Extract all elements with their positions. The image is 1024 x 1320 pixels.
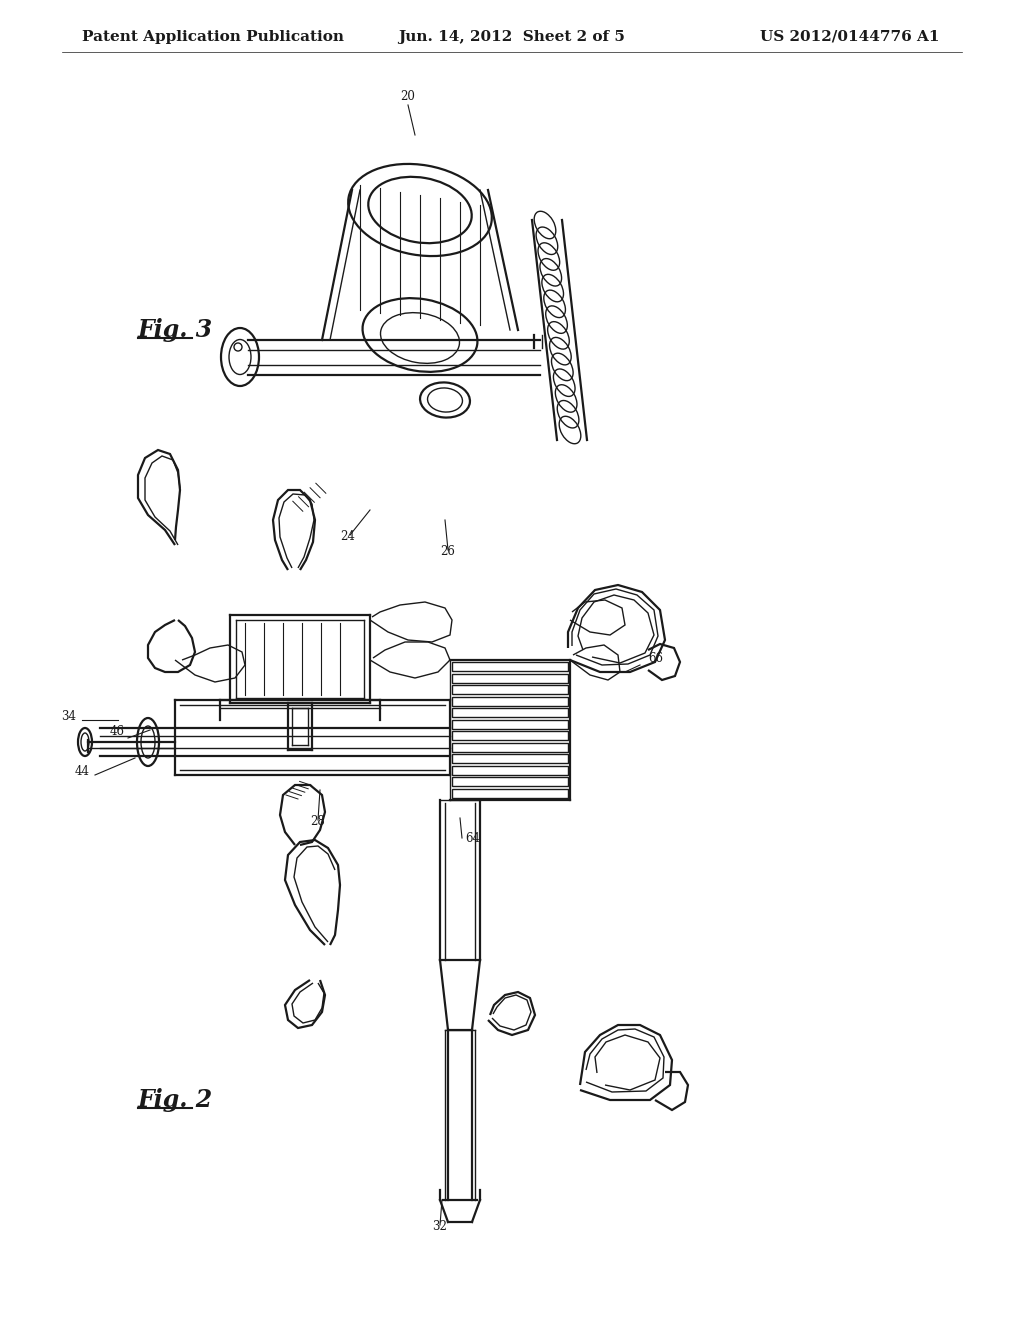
Text: 66: 66: [648, 652, 663, 665]
Text: Jun. 14, 2012  Sheet 2 of 5: Jun. 14, 2012 Sheet 2 of 5: [398, 30, 626, 44]
Text: 20: 20: [400, 90, 416, 103]
Bar: [452, 719, 568, 729]
Text: Fig. 3: Fig. 3: [138, 318, 213, 342]
Bar: [452, 709, 568, 717]
Bar: [452, 697, 568, 706]
Text: Patent Application Publication: Patent Application Publication: [82, 30, 344, 44]
Bar: [452, 766, 568, 775]
Text: 44: 44: [75, 766, 90, 777]
Text: 34: 34: [61, 710, 76, 723]
Text: 28: 28: [310, 814, 326, 828]
Bar: [452, 685, 568, 694]
Bar: [452, 731, 568, 741]
Bar: [452, 675, 568, 682]
Bar: [452, 663, 568, 672]
Text: 24: 24: [341, 531, 355, 543]
Bar: [452, 743, 568, 751]
Text: Fig. 2: Fig. 2: [138, 1088, 213, 1111]
Bar: [452, 754, 568, 763]
Text: 46: 46: [110, 725, 125, 738]
Text: 64: 64: [465, 832, 480, 845]
Text: US 2012/0144776 A1: US 2012/0144776 A1: [761, 30, 940, 44]
Bar: [452, 788, 568, 797]
Text: 32: 32: [432, 1220, 447, 1233]
Text: 26: 26: [440, 545, 456, 558]
Bar: [452, 777, 568, 787]
